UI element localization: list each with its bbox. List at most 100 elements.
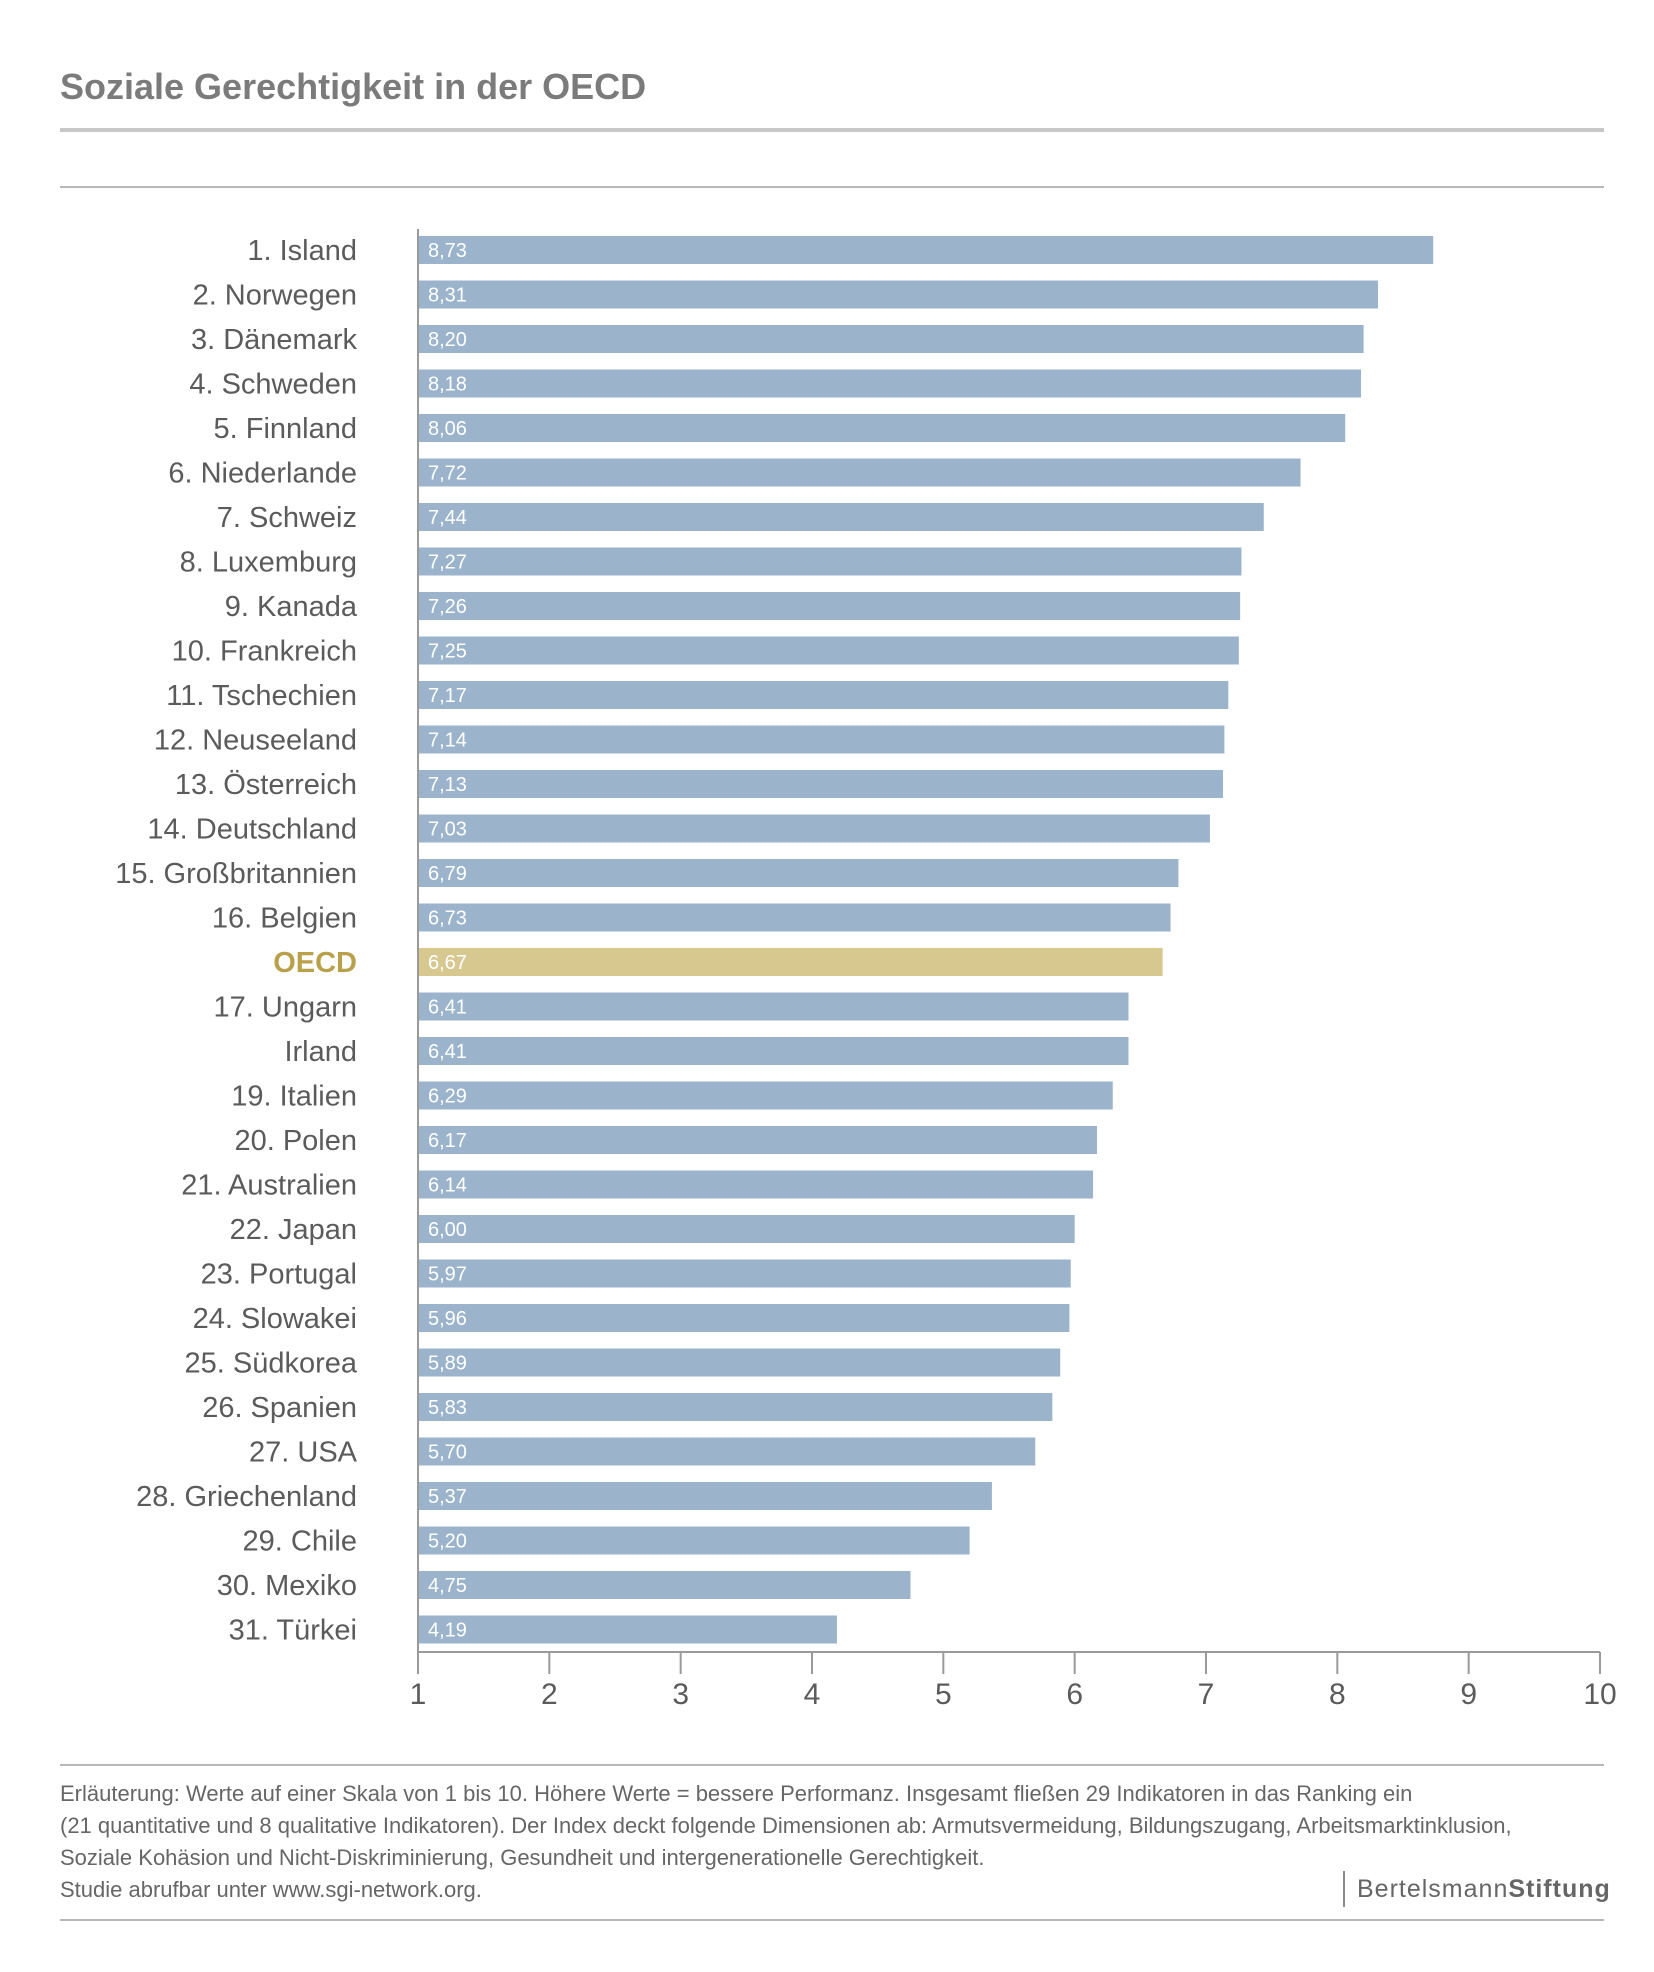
category-label-29: 29. Chile (243, 1526, 357, 1558)
x-tick-label-2: 2 (541, 1678, 558, 1711)
value-label-24: 5,96 (428, 1308, 467, 1330)
category-label-27: 27. USA (249, 1437, 358, 1469)
bar-23 (418, 1259, 1071, 1288)
category-label-6: 7. Schweiz (217, 502, 357, 534)
category-label-14: 15. Großbritannien (115, 858, 357, 890)
value-label-18: 6,41 (428, 1041, 467, 1063)
bar-chart: 1. Island 8,73 2. Norwegen 8,31 3. Dänemark 8… (115, 229, 1617, 1711)
bar-27 (418, 1437, 1036, 1466)
category-label-11: 12. Neuseeland (154, 725, 357, 757)
x-tick-label-10: 10 (1583, 1678, 1616, 1711)
category-label-0: 1. Island (247, 235, 357, 267)
bar-28 (418, 1482, 992, 1510)
bar-2 (418, 325, 1364, 353)
bar-9 (418, 636, 1239, 665)
value-label-25: 5,89 (428, 1353, 467, 1375)
category-label-21: 21. Australien (181, 1170, 357, 1202)
x-tick-label-5: 5 (935, 1678, 952, 1711)
bar-29 (418, 1526, 970, 1555)
category-label-26: 26. Spanien (202, 1392, 357, 1424)
x-tick-label-8: 8 (1329, 1678, 1346, 1711)
value-label-7: 7,27 (428, 552, 467, 574)
bar-0 (418, 236, 1434, 264)
bar-16 (418, 948, 1163, 976)
value-label-9: 7,25 (428, 641, 467, 663)
category-label-24: 24. Slowakei (193, 1303, 357, 1335)
bar-6 (418, 503, 1264, 531)
bar-13 (418, 814, 1210, 843)
value-label-28: 5,37 (428, 1486, 467, 1508)
value-label-26: 5,83 (428, 1397, 467, 1419)
category-label-1: 2. Norwegen (193, 280, 357, 312)
x-tick-label-4: 4 (804, 1678, 821, 1711)
category-label-31: 31. Türkei (229, 1615, 357, 1647)
category-label-22: 22. Japan (230, 1214, 357, 1246)
value-label-20: 6,17 (428, 1130, 467, 1152)
bar-1 (418, 280, 1379, 309)
footnote-line-1: Erläuterung: Werte auf einer Skala von 1… (60, 1781, 1413, 1806)
bar-30 (418, 1571, 911, 1599)
value-label-2: 8,20 (428, 329, 467, 351)
value-label-1: 8,31 (428, 285, 467, 307)
brand-name-part1: Bertelsmann (1357, 1875, 1509, 1903)
x-tick-label-3: 3 (672, 1678, 689, 1711)
category-label-4: 5. Finnland (214, 413, 358, 445)
value-label-8: 7,26 (428, 596, 467, 618)
footnote-line-2: (21 quantitative und 8 qualitative Indik… (60, 1813, 1512, 1838)
value-label-3: 8,18 (428, 374, 467, 396)
bar-7 (418, 547, 1242, 576)
bar-10 (418, 681, 1229, 709)
bar-24 (418, 1304, 1070, 1332)
bottom-rule (60, 1919, 1604, 1921)
category-label-28: 28. Griechenland (136, 1481, 357, 1513)
bar-31 (418, 1615, 837, 1644)
bar-12 (418, 770, 1224, 798)
category-label-17: 17. Ungarn (214, 992, 358, 1024)
footnote-line-3: Soziale Kohäsion und Nicht-Diskriminieru… (60, 1845, 985, 1870)
value-label-17: 6,41 (428, 997, 467, 1019)
bar-14 (418, 859, 1179, 887)
bar-3 (418, 369, 1361, 398)
value-label-11: 7,14 (428, 730, 467, 752)
category-label-15: 16. Belgien (212, 903, 357, 935)
chart-title: Soziale Gerechtigkeit in der OECD (60, 66, 647, 107)
category-label-7: 8. Luxemburg (180, 547, 357, 579)
bar-19 (418, 1081, 1113, 1110)
category-label-9: 10. Frankreich (172, 636, 357, 668)
value-label-5: 7,72 (428, 463, 467, 485)
title-rule (60, 128, 1604, 132)
footnote-line-4: Studie abrufbar unter www.sgi-network.or… (60, 1877, 482, 1902)
value-label-14: 6,79 (428, 863, 467, 885)
category-label-12: 13. Österreich (175, 769, 357, 801)
footnote: Erläuterung: Werte auf einer Skala von 1… (60, 1778, 1620, 1906)
footnote-rule (60, 1764, 1604, 1766)
value-label-4: 8,06 (428, 418, 467, 440)
bar-8 (418, 592, 1241, 620)
top-rule (60, 186, 1604, 188)
value-label-19: 6,29 (428, 1086, 467, 1108)
value-label-6: 7,44 (428, 507, 467, 529)
x-tick-label-1: 1 (410, 1678, 427, 1711)
value-label-31: 4,19 (428, 1620, 467, 1642)
category-label-13: 14. Deutschland (147, 814, 357, 846)
value-label-22: 6,00 (428, 1219, 467, 1241)
category-label-3: 4. Schweden (189, 369, 357, 401)
bar-15 (418, 903, 1171, 932)
brand-logo: BertelsmannStiftung (1343, 1871, 1611, 1907)
value-label-16: 6,67 (428, 952, 467, 974)
bar-18 (418, 1037, 1129, 1065)
value-label-29: 5,20 (428, 1531, 467, 1553)
value-label-23: 5,97 (428, 1264, 467, 1286)
value-label-12: 7,13 (428, 774, 467, 796)
bar-20 (418, 1126, 1097, 1154)
category-label-2: 3. Dänemark (191, 324, 358, 356)
category-label-10: 11. Tschechien (166, 680, 357, 712)
category-label-18: Irland (284, 1036, 357, 1068)
category-label-19: 19. Italien (231, 1081, 357, 1113)
brand-name-part2: Stiftung (1508, 1875, 1611, 1903)
bar-21 (418, 1170, 1094, 1199)
bar-4 (418, 414, 1346, 442)
category-label-16: OECD (273, 947, 357, 979)
x-tick-label-6: 6 (1066, 1678, 1083, 1711)
bar-17 (418, 992, 1129, 1021)
